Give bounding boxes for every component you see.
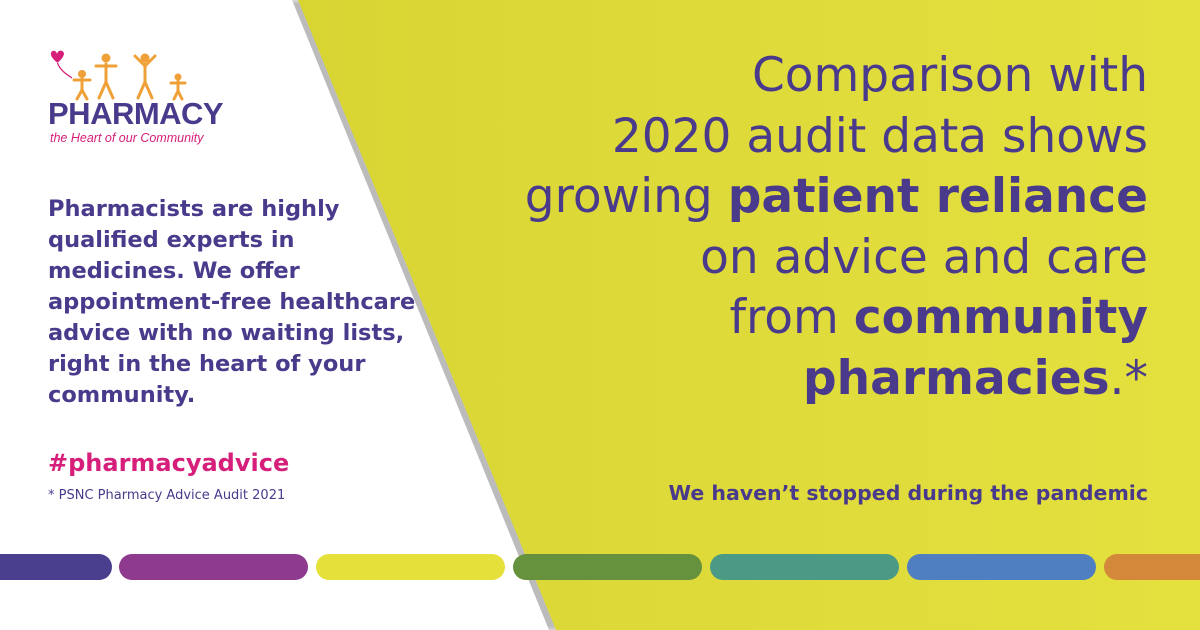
headline-line-4: on advice and care — [700, 229, 1148, 285]
color-stripe — [0, 554, 112, 580]
intro-paragraph: Pharmacists are highly qualified experts… — [48, 196, 416, 408]
pandemic-tagline: We haven’t stopped during the pandemic — [668, 481, 1148, 505]
headline-emphasis: community — [853, 290, 1148, 345]
color-stripe — [513, 554, 702, 580]
headline-line-3: growing patient reliance — [428, 167, 1148, 228]
family-with-heart-balloon-icon — [50, 50, 187, 101]
hashtag: #pharmacyadvice — [48, 449, 290, 477]
color-stripe — [907, 554, 1096, 580]
logo-wordmark: PHARMACY — [48, 96, 224, 131]
color-stripe — [1104, 554, 1200, 580]
headline: Comparison with 2020 audit data shows gr… — [428, 46, 1148, 409]
color-stripe — [710, 554, 899, 580]
color-stripe — [316, 554, 505, 580]
headline-line-2: 2020 audit data shows — [611, 108, 1148, 164]
headline-line-1: Comparison with — [751, 48, 1148, 103]
headline-text: from — [729, 290, 854, 345]
headline-asterisk: .* — [1109, 350, 1148, 406]
headline-emphasis: patient reliance — [727, 169, 1148, 224]
pharmacy-logo: PHARMACY the Heart of our Community — [48, 48, 238, 150]
logo-tagline: the Heart of our Community — [50, 131, 204, 145]
color-stripe-bar — [0, 554, 1200, 580]
headline-line-5: from community — [428, 288, 1148, 349]
color-stripe — [119, 554, 308, 580]
headline-text: growing — [524, 169, 728, 224]
headline-line-6: pharmacies.* — [428, 349, 1148, 410]
source-footnote: * PSNC Pharmacy Advice Audit 2021 — [48, 488, 286, 503]
headline-emphasis: pharmacies — [803, 350, 1110, 406]
